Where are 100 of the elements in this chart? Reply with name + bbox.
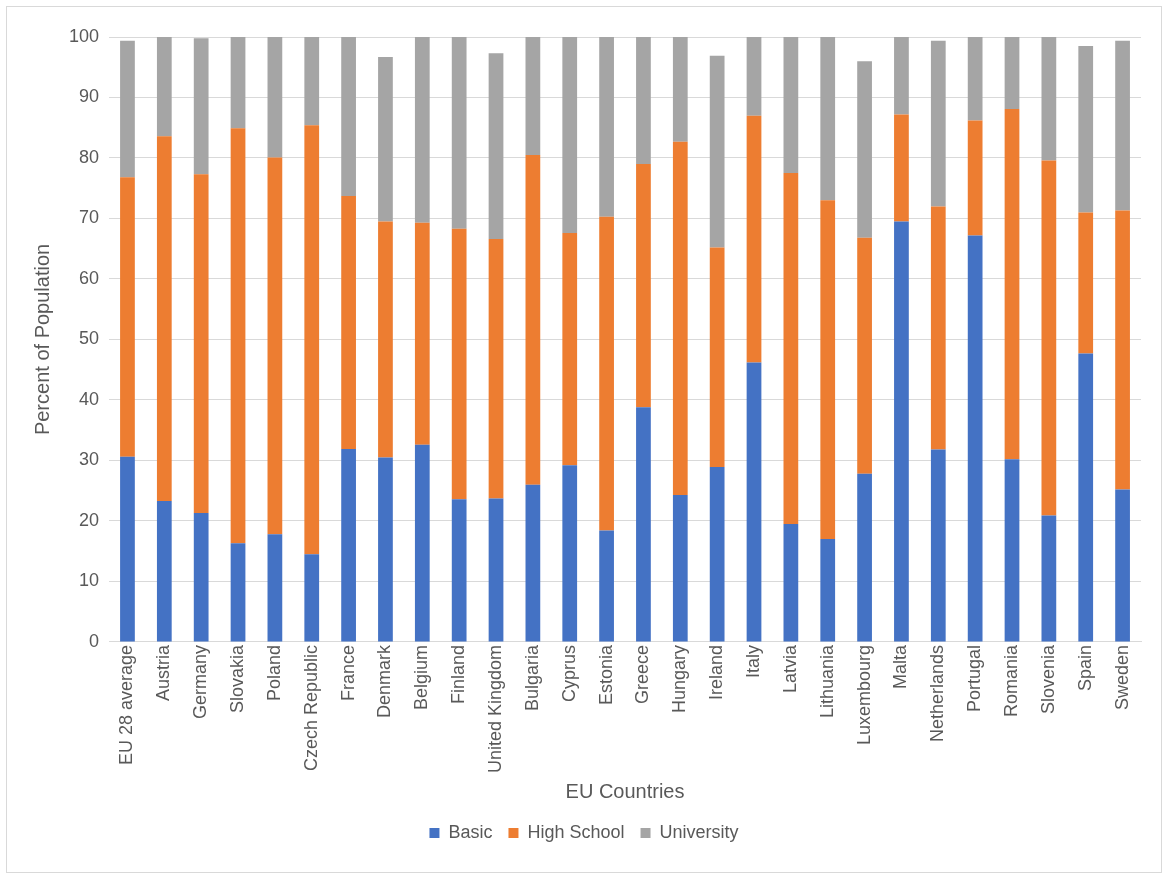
bar	[230, 37, 246, 129]
bar	[562, 233, 578, 466]
bar	[451, 37, 467, 229]
bar	[1115, 210, 1130, 490]
x-tick-label: Finland	[448, 644, 469, 704]
x-tick-label: Greece	[632, 644, 653, 704]
x-tick-label: Italy	[742, 644, 763, 678]
x-tick-label: Poland	[263, 644, 284, 701]
x-tick-label: Estonia	[595, 643, 616, 705]
bar	[672, 141, 688, 495]
bar	[525, 37, 541, 155]
bar	[1078, 46, 1094, 213]
bar	[930, 206, 946, 450]
bar	[783, 173, 799, 524]
y-tick-label: 90	[79, 86, 100, 107]
bar	[783, 37, 799, 174]
bar	[894, 114, 909, 222]
bar	[193, 174, 209, 514]
bar	[156, 500, 172, 642]
bar	[230, 543, 246, 642]
bar	[341, 448, 356, 642]
bar	[820, 539, 836, 642]
x-tick-label: Ireland	[706, 644, 727, 700]
bar	[562, 37, 578, 233]
bar	[1041, 160, 1057, 516]
x-tick-label: EU 28 average	[116, 644, 137, 765]
bar	[156, 136, 172, 501]
bar	[820, 37, 836, 201]
legend-label: University	[659, 821, 739, 842]
x-tick-label: Slovenia	[1037, 643, 1058, 714]
bar	[709, 247, 725, 468]
x-tick-label: Belgium	[411, 644, 432, 710]
bar	[820, 200, 836, 540]
bar	[562, 465, 578, 642]
bar	[709, 467, 725, 642]
bar	[930, 40, 946, 207]
bar	[894, 221, 909, 642]
legend-label: Basic	[448, 821, 493, 842]
bar	[230, 128, 246, 544]
bar	[120, 177, 135, 457]
bar	[746, 115, 762, 363]
x-tick-label: United Kingdom	[484, 644, 505, 773]
legend-label: High School	[527, 821, 625, 842]
x-tick-label: Hungary	[669, 644, 690, 713]
bar	[451, 499, 467, 642]
bar	[1078, 212, 1094, 354]
bar	[488, 239, 504, 499]
y-tick-label: 70	[79, 207, 100, 228]
bar	[672, 37, 688, 142]
bar	[1078, 353, 1094, 642]
bar	[1004, 459, 1020, 642]
x-tick-label: Cyprus	[558, 644, 579, 702]
bar	[1041, 515, 1057, 642]
x-tick-label: Sweden	[1111, 644, 1132, 710]
x-tick-label: Bulgaria	[521, 643, 542, 711]
bar	[1004, 37, 1020, 109]
bar	[267, 157, 283, 535]
bar	[193, 513, 209, 642]
x-tick-label: Austria	[153, 643, 174, 701]
bar	[341, 37, 356, 197]
bar	[1004, 108, 1020, 460]
y-tick-label: 80	[79, 146, 100, 167]
x-tick-label: Lithuania	[816, 643, 837, 718]
bar	[636, 407, 651, 642]
y-tick-label: 50	[79, 328, 100, 349]
bar	[599, 530, 614, 642]
y-tick-label: 60	[79, 267, 100, 288]
bar	[1041, 37, 1057, 161]
y-axis-title: Percent of Population	[30, 243, 53, 436]
bar	[378, 457, 393, 642]
bar	[930, 449, 946, 642]
bar	[193, 38, 209, 175]
bar	[967, 235, 983, 642]
bar	[488, 53, 504, 240]
bar	[267, 37, 283, 158]
bar	[636, 37, 651, 165]
x-axis-title: EU Countries	[565, 779, 685, 802]
x-tick-label: Malta	[890, 643, 911, 689]
y-tick-label: 30	[79, 449, 100, 470]
y-tick-label: 20	[79, 509, 100, 530]
bar	[414, 37, 430, 223]
bar	[783, 523, 799, 642]
x-tick-label: Portugal	[964, 644, 985, 712]
bar	[599, 37, 614, 217]
bar	[378, 221, 393, 458]
x-tick-label: Slovakia	[227, 643, 247, 713]
bar	[599, 216, 614, 531]
bar	[672, 494, 688, 642]
y-tick-label: 100	[68, 25, 100, 46]
bar	[120, 40, 135, 178]
y-tick-label: 40	[79, 388, 100, 409]
x-tick-label: Romania	[1000, 643, 1021, 717]
x-tick-label: Netherlands	[927, 644, 948, 742]
bar	[304, 37, 320, 126]
bar	[304, 554, 320, 642]
bar	[967, 120, 983, 236]
x-tick-label: Germany	[190, 644, 211, 719]
bar	[967, 37, 983, 121]
bar	[451, 228, 467, 500]
bar	[488, 498, 504, 642]
